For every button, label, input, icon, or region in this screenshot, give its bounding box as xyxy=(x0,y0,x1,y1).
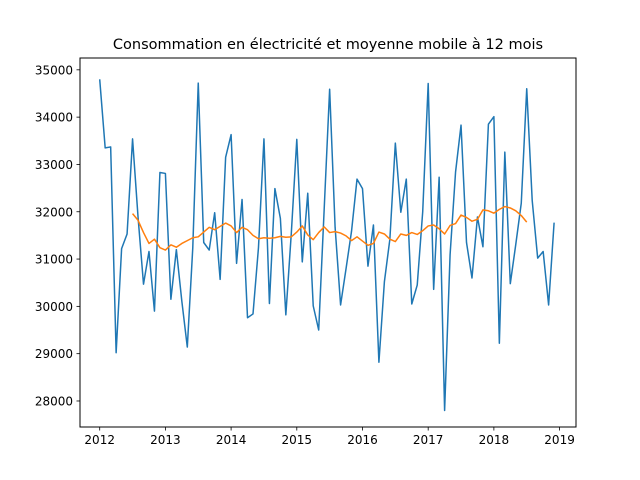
y-tick-label: 28000 xyxy=(35,394,73,408)
y-axis: 28000 29000 30000 31000 32000 33000 34000 35000 xyxy=(35,63,80,408)
x-tick-label: 2013 xyxy=(150,433,181,447)
x-tick-label: 2017 xyxy=(413,433,444,447)
y-tick-label: 31000 xyxy=(35,253,73,267)
series-line-1 xyxy=(98,79,555,412)
y-tick-label: 34000 xyxy=(35,111,73,125)
x-tick-label: 2016 xyxy=(347,433,378,447)
y-tick-label: 32000 xyxy=(35,205,73,219)
x-tick-label: 2014 xyxy=(216,433,247,447)
x-tick-label: 2018 xyxy=(479,433,510,447)
y-tick-label: 33000 xyxy=(35,158,73,172)
y-tick-label: 30000 xyxy=(35,300,73,314)
x-axis: 2012 2013 2014 2015 2016 2017 2018 2019 xyxy=(84,427,575,447)
plot-frame xyxy=(79,57,577,428)
y-tick-label: 29000 xyxy=(35,347,73,361)
series-layer xyxy=(98,79,555,412)
series-line-2 xyxy=(131,205,528,251)
x-tick-label: 2012 xyxy=(84,433,115,447)
y-tick-label: 35000 xyxy=(35,63,73,77)
x-tick-label: 2019 xyxy=(544,433,575,447)
x-tick-label: 2015 xyxy=(282,433,313,447)
chart-title: Consommation en électricité et moyenne m… xyxy=(113,37,543,53)
